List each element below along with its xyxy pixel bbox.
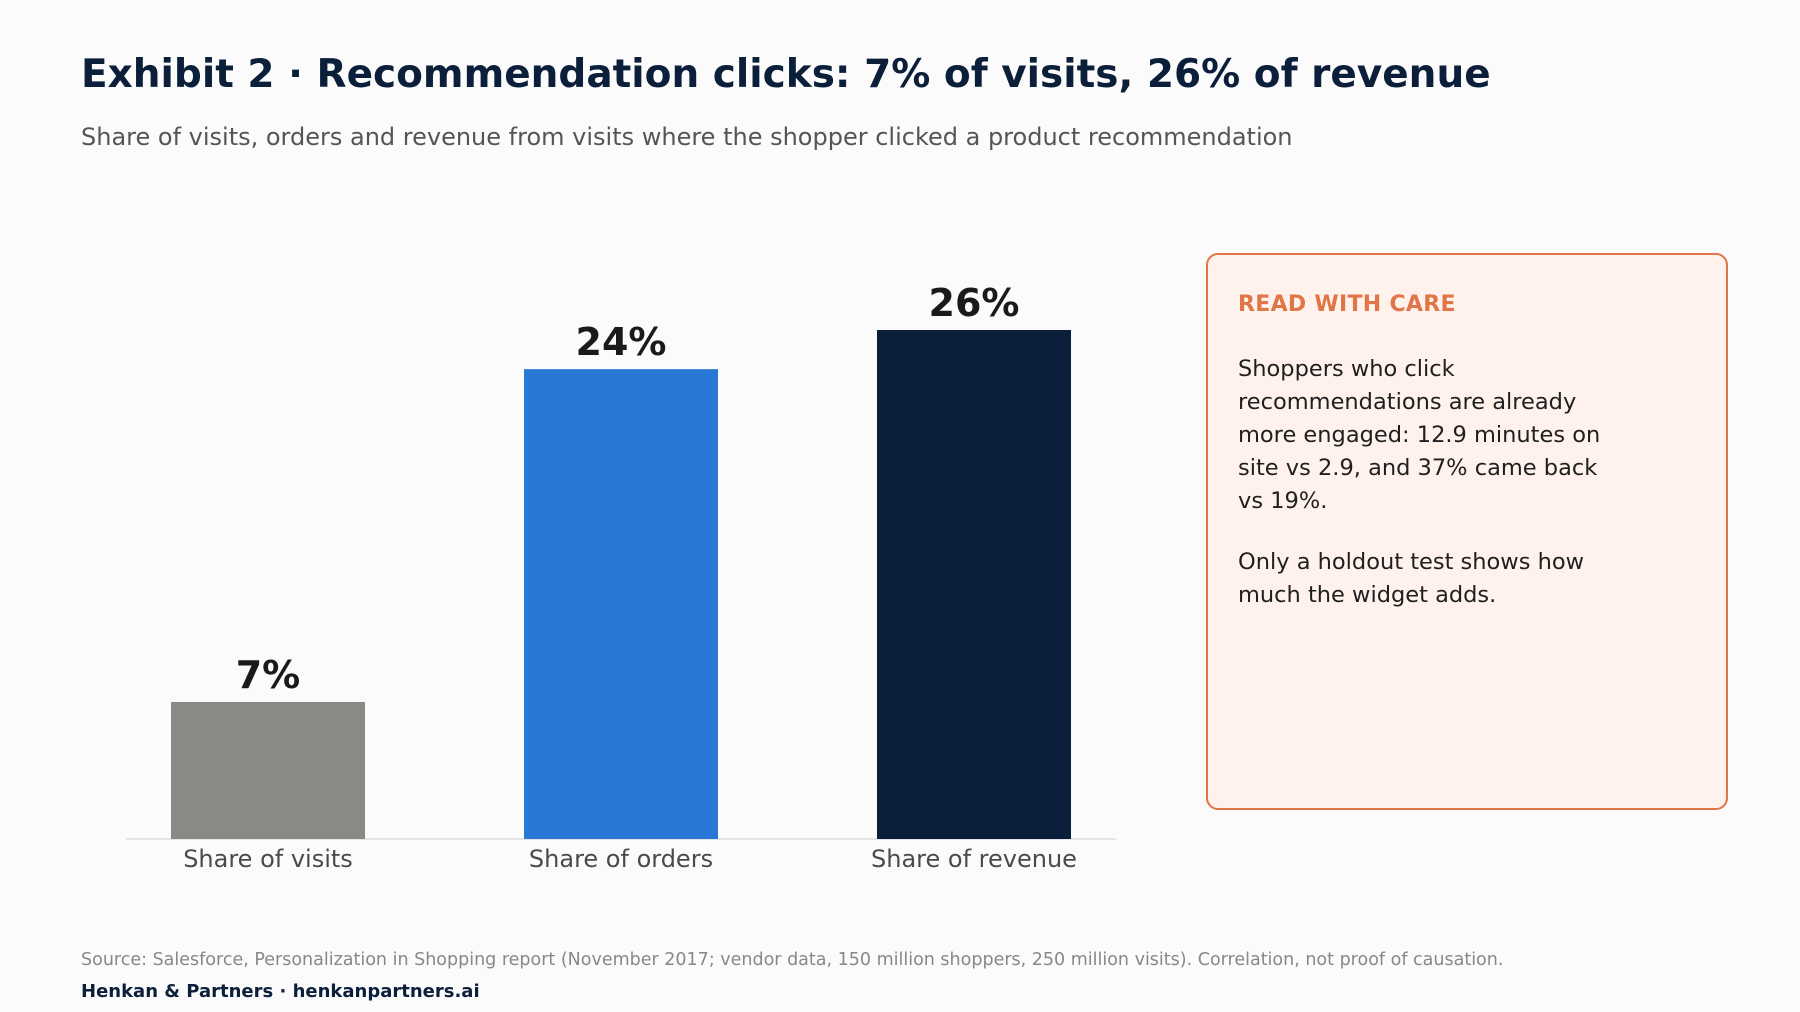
- data-label-1: 7%: [236, 653, 301, 697]
- source-note: Source: Salesforce, Personalization in S…: [81, 950, 1504, 970]
- category-label-2: Share of orders: [529, 845, 713, 873]
- callout-paragraph-1: Shoppers who click recommendations are a…: [1238, 356, 1601, 514]
- data-label-3: 26%: [929, 281, 1020, 325]
- chart-subtitle: Share of visits, orders and revenue from…: [81, 123, 1293, 151]
- callout-paragraph-2: Only a holdout test shows how much the w…: [1238, 549, 1585, 608]
- bar-chart: 7% Share of visits 24% Share of orders 26% Sh…: [126, 281, 1116, 873]
- bar-1: [171, 701, 365, 839]
- bar-3: [877, 330, 1071, 839]
- data-label-2: 24%: [576, 320, 667, 364]
- chart-title: Exhibit 2 · Recommendation clicks: 7% of…: [81, 52, 1491, 97]
- callout-heading: READ WITH CARE: [1238, 292, 1456, 317]
- brand-footer: Henkan & Partners · henkanpartners.ai: [81, 981, 480, 1002]
- category-label-3: Share of revenue: [871, 845, 1077, 873]
- category-label-1: Share of visits: [183, 845, 353, 873]
- caution-callout: READ WITH CARE Shoppers who click recomm…: [1206, 253, 1728, 810]
- bar-2: [524, 369, 718, 839]
